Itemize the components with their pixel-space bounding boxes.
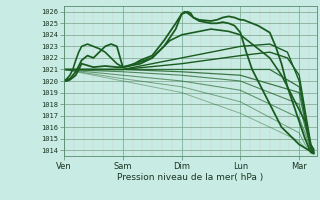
X-axis label: Pression niveau de la mer( hPa ): Pression niveau de la mer( hPa ) [117, 173, 264, 182]
